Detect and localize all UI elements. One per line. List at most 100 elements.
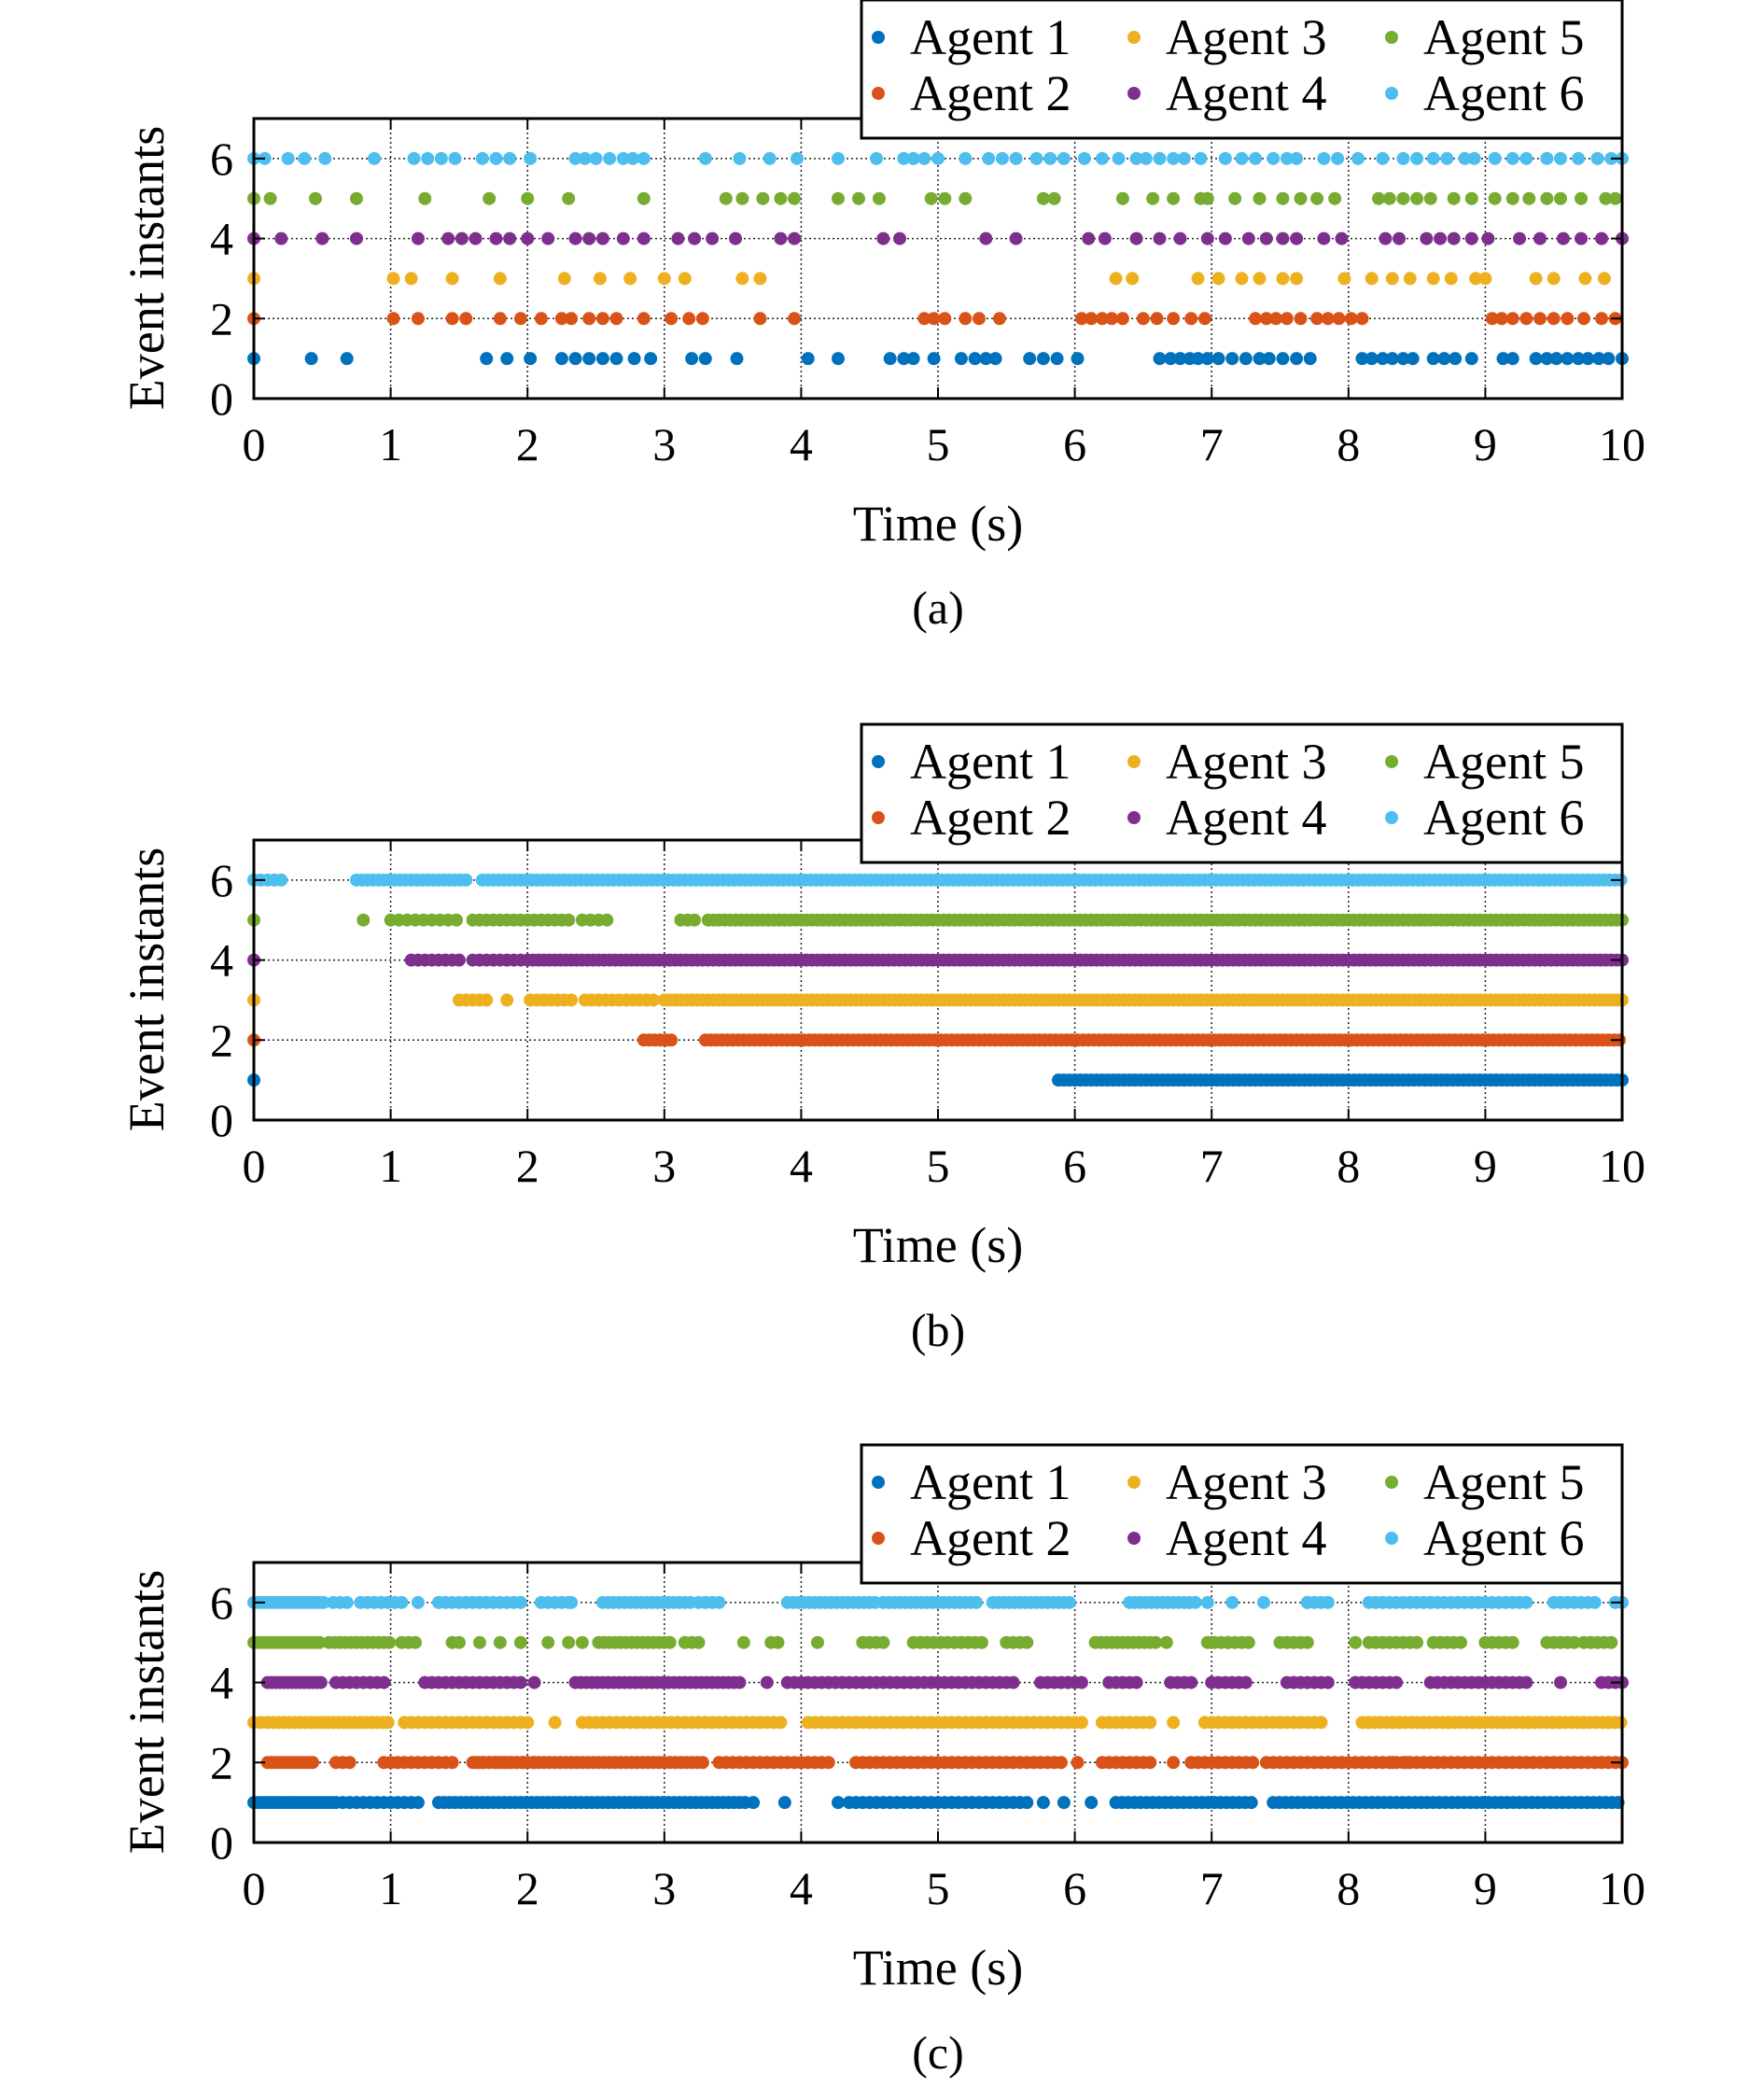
data-point	[500, 352, 514, 366]
y-tick-label: 2	[210, 1736, 233, 1788]
data-point	[408, 1635, 422, 1649]
data-point	[626, 151, 640, 165]
data-point	[992, 312, 1006, 326]
data-point	[541, 231, 555, 245]
x-tick-label: 5	[927, 1140, 950, 1192]
data-point	[1173, 352, 1187, 366]
data-point	[1253, 191, 1267, 205]
x-axis-label: Time (s)	[853, 1217, 1024, 1273]
data-point	[1505, 312, 1519, 326]
data-point	[1540, 191, 1554, 205]
data-point	[593, 272, 607, 286]
data-point	[1143, 1716, 1157, 1730]
data-point	[1604, 1635, 1618, 1649]
data-point	[1095, 312, 1109, 326]
data-point	[1074, 1675, 1088, 1689]
data-point	[1372, 191, 1386, 205]
data-point	[1167, 1756, 1181, 1770]
series-agent-5	[247, 913, 1629, 927]
panel-caption: (b)	[911, 1304, 965, 1356]
data-point	[383, 1635, 397, 1649]
data-point	[1239, 352, 1253, 366]
data-point	[1047, 191, 1061, 205]
data-point	[513, 312, 527, 326]
data-point	[340, 1595, 354, 1609]
legend-marker	[1385, 1476, 1398, 1489]
data-point	[1494, 312, 1508, 326]
data-point	[1349, 1635, 1363, 1649]
data-point	[304, 352, 318, 366]
series-agent-6	[247, 873, 1628, 887]
data-point	[503, 151, 517, 165]
legend-marker	[1127, 755, 1141, 768]
data-point	[1167, 1716, 1181, 1730]
data-point	[411, 312, 425, 326]
data-point	[521, 1716, 535, 1730]
data-point	[603, 151, 617, 165]
y-axis-label: Event instants	[119, 1570, 175, 1854]
data-point	[493, 312, 507, 326]
data-point	[911, 1675, 925, 1689]
data-point	[1050, 352, 1064, 366]
legend-box	[860, 1443, 1624, 1585]
data-point	[979, 231, 993, 245]
data-point	[343, 1756, 357, 1770]
data-point	[411, 1796, 425, 1810]
data-point	[774, 191, 788, 205]
data-point	[595, 231, 609, 245]
data-point	[298, 151, 312, 165]
data-point	[774, 231, 788, 245]
data-point	[872, 191, 886, 205]
y-tick-label: 4	[210, 1657, 233, 1709]
data-point	[1556, 231, 1570, 245]
data-point	[1235, 272, 1249, 286]
data-point	[1095, 151, 1109, 165]
data-point	[897, 151, 911, 165]
data-point	[1592, 352, 1606, 366]
legend-label: Agent 5	[1423, 734, 1584, 790]
data-point	[637, 151, 651, 165]
data-point	[644, 352, 658, 366]
legend-marker	[1127, 1532, 1141, 1545]
x-tick-label: 6	[1063, 1862, 1086, 1914]
data-point	[883, 352, 897, 366]
data-point	[1235, 151, 1249, 165]
x-tick-label: 0	[243, 1862, 266, 1914]
data-point	[306, 1756, 320, 1770]
data-point	[1071, 352, 1085, 366]
data-point	[1396, 151, 1410, 165]
data-point	[1276, 272, 1290, 286]
x-axis-label: Time (s)	[853, 1940, 1024, 1996]
data-point	[434, 151, 448, 165]
data-point	[927, 312, 941, 326]
data-point	[870, 151, 884, 165]
data-point	[968, 352, 982, 366]
data-point	[1077, 151, 1091, 165]
data-point	[480, 352, 494, 366]
data-point	[1085, 1796, 1099, 1810]
data-point	[1290, 272, 1304, 286]
series-agent-2	[260, 1756, 1629, 1770]
data-point	[349, 231, 363, 245]
data-point	[1280, 151, 1294, 165]
data-point	[1218, 231, 1232, 245]
data-point	[1043, 151, 1057, 165]
data-point	[411, 231, 425, 245]
x-tick-label: 8	[1337, 1140, 1360, 1192]
data-point	[735, 191, 749, 205]
data-point	[801, 352, 815, 366]
data-point	[1153, 352, 1167, 366]
x-tick-label: 0	[243, 418, 266, 470]
x-tick-label: 3	[652, 418, 676, 470]
data-point	[489, 151, 503, 165]
data-point	[924, 191, 938, 205]
data-point	[1115, 191, 1129, 205]
data-point	[1259, 231, 1273, 245]
y-tick-label: 2	[210, 292, 233, 344]
data-point	[831, 151, 845, 165]
data-point	[831, 352, 845, 366]
y-tick-label: 0	[210, 1094, 233, 1146]
data-point	[1057, 1796, 1071, 1810]
data-point	[1054, 1756, 1068, 1770]
data-point	[1241, 231, 1255, 245]
